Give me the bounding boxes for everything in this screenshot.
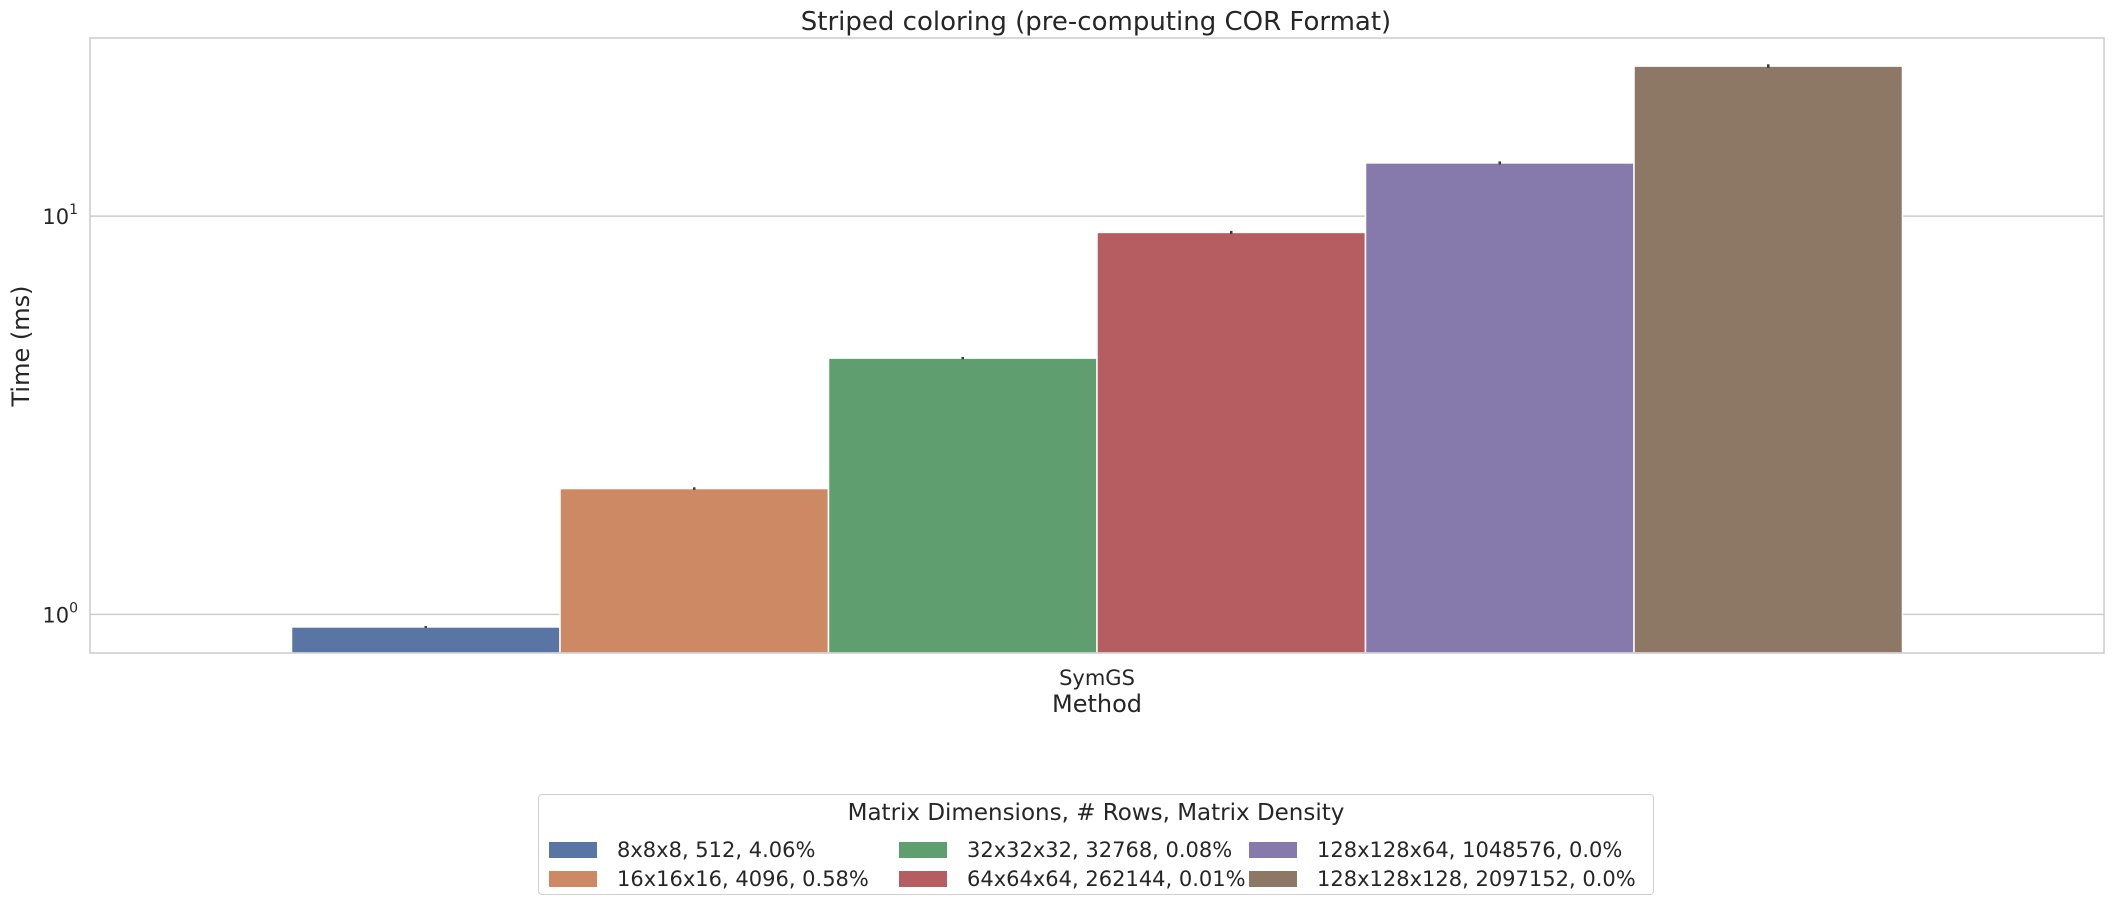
legend-item-1: 8x8x8, 512, 4.06% — [549, 835, 899, 864]
legend-item-4: 64x64x64, 262144, 0.01% — [899, 864, 1249, 893]
legend-entries: 8x8x8, 512, 4.06% 16x16x16, 4096, 0.58% 32… — [549, 835, 1636, 893]
legend-label-3: 32x32x32, 32768, 0.08% — [967, 837, 1233, 862]
legend-label-2: 16x16x16, 4096, 0.58% — [617, 866, 869, 891]
y-axis-ticks: 100 101 — [42, 202, 78, 627]
legend-label-1: 8x8x8, 512, 4.06% — [617, 837, 816, 862]
legend-item-3: 32x32x32, 32768, 0.08% — [899, 835, 1249, 864]
legend-label-5: 128x128x64, 1048576, 0.0% — [1317, 837, 1623, 862]
plot-frame — [89, 37, 2105, 654]
bar-3 — [827, 357, 1098, 654]
legend: Matrix Dimensions, # Rows, Matrix Densit… — [538, 794, 1654, 895]
legend-swatch-6 — [1249, 870, 1297, 887]
x-tick-label-symgs: SymGS — [1059, 666, 1135, 690]
chart-title: Striped coloring (pre-computing COR Form… — [801, 7, 1391, 37]
bar-5 — [1364, 162, 1635, 654]
legend-swatch-4 — [899, 870, 947, 887]
legend-item-2: 16x16x16, 4096, 0.58% — [549, 864, 899, 893]
legend-swatch-5 — [1249, 841, 1297, 858]
legend-label-6: 128x128x128, 2097152, 0.0% — [1317, 866, 1636, 891]
legend-label-4: 64x64x64, 262144, 0.01% — [967, 866, 1246, 891]
bar-4 — [1096, 231, 1367, 654]
error-bars-group — [424, 64, 1770, 628]
bar-series-group — [290, 65, 1904, 654]
x-axis-label: Method — [1052, 690, 1142, 718]
bar-1 — [290, 626, 561, 654]
y-tick-label-0: 100 — [42, 600, 78, 627]
legend-swatch-2 — [549, 870, 597, 887]
legend-title: Matrix Dimensions, # Rows, Matrix Densit… — [847, 800, 1345, 826]
chart-canvas: Striped coloring (pre-computing COR Form… — [7, 7, 2105, 718]
legend-item-5: 128x128x64, 1048576, 0.0% — [1249, 835, 1622, 864]
y-tick-label-1: 101 — [42, 202, 78, 229]
legend-swatch-3 — [899, 841, 947, 858]
legend-item-6: 128x128x128, 2097152, 0.0% — [1249, 864, 1636, 893]
legend-swatch-1 — [549, 841, 597, 858]
bar-6 — [1633, 65, 1904, 654]
bar-2 — [559, 487, 830, 654]
y-axis-label: Time (ms) — [7, 286, 35, 408]
